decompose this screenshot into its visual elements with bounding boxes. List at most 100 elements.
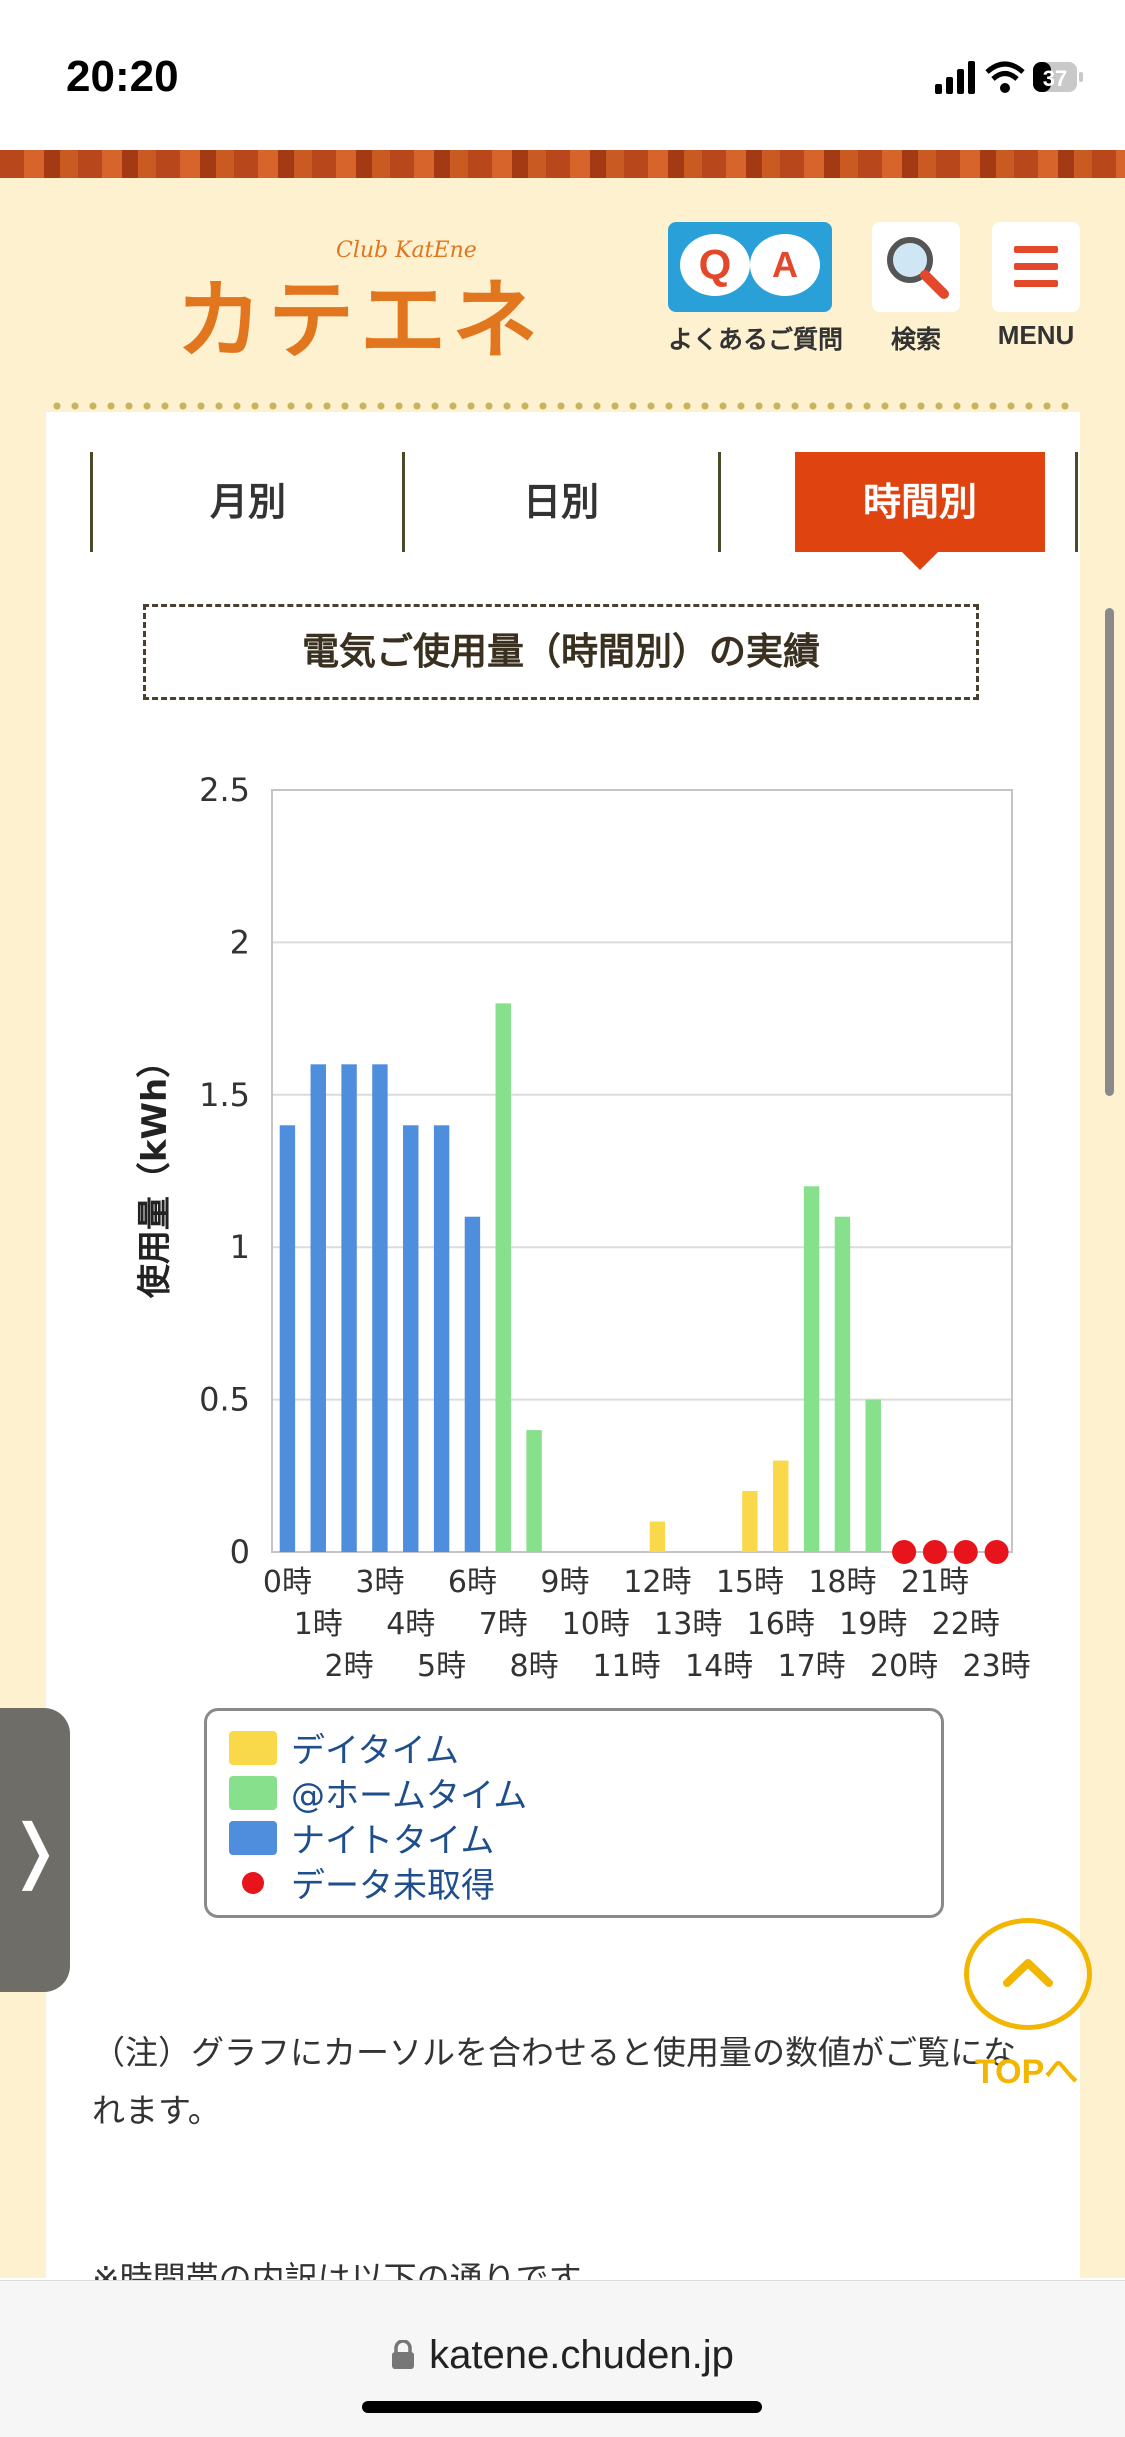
menu-button[interactable]: MENU	[984, 222, 1088, 351]
browser-url-bar[interactable]: katene.chuden.jp	[0, 2280, 1125, 2437]
y-tick-label: 0	[230, 1533, 250, 1571]
legend-label-day: デイタイム	[291, 1731, 459, 1771]
logo-subtitle: Club KatEne	[336, 238, 477, 263]
bar	[834, 1216, 851, 1552]
tab-daily[interactable]: 日別	[522, 480, 599, 524]
faq-label: よくあるご質問	[668, 325, 844, 354]
x-tick-label: 22時	[932, 1607, 1000, 1642]
legend-swatch-home	[229, 1775, 277, 1810]
bar	[865, 1399, 881, 1552]
x-tick-label: 23時	[962, 1649, 1030, 1684]
tab-hourly[interactable]: 時間別	[795, 452, 1045, 552]
x-tick-label: 20時	[870, 1649, 938, 1684]
x-tick-label: 10時	[562, 1607, 630, 1642]
chart-note: （注）グラフにカーソルを合わせると使用量の数値がご覧になれます。	[92, 2033, 1016, 2130]
x-tick-label: 14時	[685, 1649, 753, 1684]
legend-item-day: デイタイム	[229, 1725, 941, 1771]
tab-divider	[402, 452, 405, 552]
missing-data-dot	[922, 1540, 947, 1564]
x-tick-label: 11時	[592, 1649, 660, 1684]
x-tick-label: 9時	[540, 1565, 589, 1600]
period-tabs: 月別 日別 時間別	[90, 452, 1080, 570]
legend-item-night: ナイトタイム	[229, 1815, 941, 1861]
bar	[526, 1430, 542, 1552]
x-tick-label: 3時	[355, 1565, 404, 1600]
missing-data-dot	[892, 1540, 917, 1564]
x-tick-label: 17時	[777, 1649, 845, 1684]
back-to-top-button[interactable]	[964, 1918, 1092, 2030]
legend-label-night: ナイトタイム	[291, 1821, 495, 1861]
chevron-right-icon: ❭	[5, 1809, 65, 1891]
logo-text: カテエネ	[176, 271, 544, 371]
hamburger-icon	[992, 222, 1080, 312]
search-icon	[872, 222, 960, 312]
dotted-divider	[48, 402, 1078, 410]
legend-swatch-missing	[242, 1871, 264, 1894]
qa-icon: Q A	[668, 222, 832, 312]
bar	[495, 1003, 511, 1552]
x-tick-label: 12時	[623, 1565, 691, 1600]
x-tick-label: 21時	[901, 1565, 969, 1600]
chevron-up-icon	[1003, 1959, 1053, 1987]
signal-icon	[935, 61, 975, 94]
home-indicator	[362, 2401, 762, 2413]
y-axis-label: 使用量（kWh）	[135, 1044, 175, 1299]
y-tick-label: 1	[230, 1228, 250, 1266]
status-icons: 37	[935, 58, 1085, 102]
bar	[464, 1216, 481, 1552]
url-display[interactable]: katene.chuden.jp	[0, 2333, 1125, 2380]
usage-chart: 0 0.5 1 1.5 2 2.5 0時 1時 2時 3時 4時 5時 6時 7時 8時 9時 10時 11時 12…	[135, 771, 1031, 1684]
legend-label-home: @ホームタイム	[291, 1776, 528, 1816]
y-tick-label: 0.5	[199, 1381, 250, 1419]
x-tick-label: 15時	[716, 1565, 784, 1600]
x-tick-label: 7時	[479, 1607, 528, 1642]
bar	[649, 1521, 666, 1552]
katene-logo[interactable]: Club KatEne カテエネ	[176, 238, 544, 375]
lock-icon	[391, 2335, 415, 2380]
battery-level: 37	[1043, 66, 1067, 91]
x-tick-label: 4時	[386, 1607, 435, 1642]
scrollbar[interactable]	[1105, 608, 1114, 1096]
x-tick-label: 6時	[448, 1565, 497, 1600]
side-drawer-tab[interactable]: ❭	[0, 1708, 70, 1992]
bar	[742, 1491, 758, 1552]
tab-divider	[1075, 452, 1078, 552]
x-tick-label: 13時	[654, 1607, 722, 1642]
legend-item-missing: データ未取得	[229, 1860, 941, 1906]
bar	[773, 1460, 789, 1552]
y-tick-label: 1.5	[199, 1076, 250, 1114]
missing-data-dot	[953, 1540, 978, 1564]
active-tab-pointer	[902, 552, 938, 570]
tab-divider	[718, 452, 721, 552]
y-tick-label: 2	[230, 923, 250, 961]
bar	[433, 1125, 450, 1552]
content-card: 月別 日別 時間別 電気ご使用量（時間別）の実績 0 0.5 1 1.5 2 2.5 0時 1…	[46, 412, 1080, 2312]
faq-button[interactable]: Q A よくあるご質問	[668, 222, 843, 356]
chart-legend: デイタイム @ホームタイム ナイトタイム データ未取得	[204, 1708, 944, 1918]
x-tick-label: 5時	[417, 1649, 466, 1684]
search-label: 検索	[890, 325, 941, 354]
x-tick-label: 2時	[325, 1649, 374, 1684]
y-tick-label: 2.5	[199, 771, 250, 809]
status-time: 20:20	[66, 52, 179, 101]
x-tick-label: 8時	[510, 1649, 559, 1684]
tab-monthly[interactable]: 月別	[209, 480, 286, 524]
x-tick-label: 16時	[747, 1607, 815, 1642]
header-pattern	[0, 150, 1125, 178]
bar	[341, 1064, 357, 1552]
battery-icon: 37	[1033, 62, 1083, 92]
x-tick-label: 1時	[294, 1607, 343, 1642]
url-text: katene.chuden.jp	[429, 2333, 734, 2377]
wifi-icon	[985, 61, 1025, 93]
section-title: 電気ご使用量（時間別）の実績	[143, 604, 979, 700]
legend-label-missing: データ未取得	[291, 1866, 495, 1906]
back-to-top-label[interactable]: TOPへ	[975, 2053, 1079, 2091]
x-tick-label: 18時	[808, 1565, 876, 1600]
plot-frame	[271, 789, 1013, 1553]
bar	[372, 1064, 388, 1552]
menu-label: MENU	[997, 320, 1075, 350]
search-button[interactable]: 検索	[868, 222, 964, 356]
bar	[310, 1064, 326, 1552]
legend-item-home: @ホームタイム	[229, 1770, 941, 1816]
bar	[803, 1186, 820, 1552]
